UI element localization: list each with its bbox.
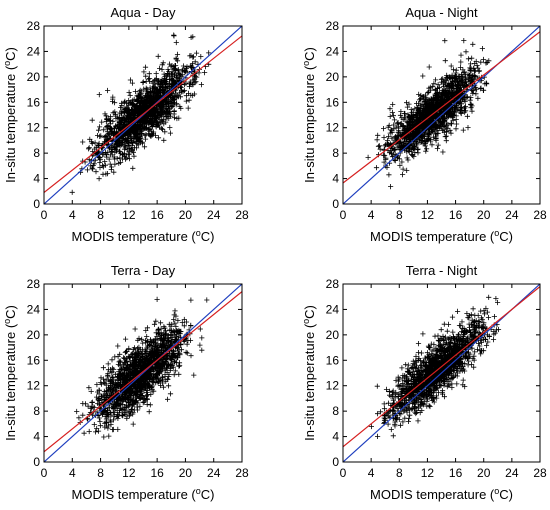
x-tick-label: 0 xyxy=(41,466,48,480)
scatter-points xyxy=(69,32,212,195)
scatter-points xyxy=(368,294,502,439)
y-tick-label: 20 xyxy=(326,70,340,84)
fit-line xyxy=(44,291,242,453)
y-tick-label: 28 xyxy=(27,19,41,33)
x-tick-label: 12 xyxy=(122,466,136,480)
panel-title: Aqua - Day xyxy=(110,5,176,20)
plot-frame xyxy=(43,25,243,205)
x-tick-label: 28 xyxy=(235,208,249,222)
fit-line xyxy=(44,35,242,194)
x-tick-label: 0 xyxy=(41,208,48,222)
x-tick-label: 8 xyxy=(97,466,104,480)
y-tick-label: 4 xyxy=(332,430,339,444)
x-tick-label: 16 xyxy=(449,466,463,480)
y-tick-label: 24 xyxy=(27,44,41,58)
y-axis-label: In-situ temperature (oC) xyxy=(2,305,18,441)
y-tick-label: 8 xyxy=(33,146,40,160)
x-tick-label: 4 xyxy=(69,466,76,480)
x-tick-label: 28 xyxy=(533,208,547,222)
x-axis-label: MODIS temperature (oC) xyxy=(72,486,215,502)
y-tick-label: 16 xyxy=(326,95,340,109)
y-tick-label: 20 xyxy=(326,328,340,342)
x-tick-label: 20 xyxy=(179,208,193,222)
x-axis-label: MODIS temperature (oC) xyxy=(370,228,513,244)
y-tick-label: 28 xyxy=(326,277,340,291)
panel-title: Aqua - Night xyxy=(405,5,478,20)
point-markers xyxy=(368,294,502,439)
y-tick-label: 24 xyxy=(27,302,41,316)
y-tick-label: 8 xyxy=(332,146,339,160)
point-markers xyxy=(74,296,210,440)
x-tick-label: 8 xyxy=(97,208,104,222)
x-tick-label: 12 xyxy=(421,466,435,480)
y-tick-label: 20 xyxy=(27,70,41,84)
y-tick-label: 8 xyxy=(332,404,339,418)
x-tick-label: 4 xyxy=(368,208,375,222)
x-tick-label: 0 xyxy=(340,466,347,480)
x-tick-label: 24 xyxy=(505,466,519,480)
fit-line xyxy=(343,286,540,448)
y-tick-label: 12 xyxy=(27,379,41,393)
y-tick-label: 0 xyxy=(332,455,339,469)
panel-title: Terra - Day xyxy=(111,263,176,278)
panel-1: 0 4 8 12 16 20 24 28 0 4 8 12 16 20 24 28 Aqua - Day MODI… xyxy=(2,5,249,244)
y-tick-label: 12 xyxy=(326,379,340,393)
y-tick-label: 12 xyxy=(326,121,340,135)
x-tick-label: 8 xyxy=(396,208,403,222)
y-tick-label: 4 xyxy=(332,172,339,186)
y-tick-label: 16 xyxy=(27,95,41,109)
identity-line xyxy=(44,284,242,462)
y-tick-label: 8 xyxy=(33,404,40,418)
plot-frame xyxy=(342,283,541,463)
x-axis-label: MODIS temperature (oC) xyxy=(370,486,513,502)
panel-4: 0 4 8 12 16 20 24 28 0 4 8 12 16 20 24 28 Terra - Night M… xyxy=(301,263,547,502)
y-axis-label: In-situ temperature (oC) xyxy=(301,47,317,183)
panel-2: 0 4 8 12 16 20 24 28 0 4 8 12 16 20 24 28 Aqua - Night MO… xyxy=(301,5,547,244)
point-markers xyxy=(69,32,212,195)
scatter-points xyxy=(74,296,210,440)
panel-title: Terra - Night xyxy=(406,263,478,278)
x-tick-label: 0 xyxy=(340,208,347,222)
x-tick-label: 8 xyxy=(396,466,403,480)
y-tick-label: 16 xyxy=(326,353,340,367)
x-tick-label: 28 xyxy=(235,466,249,480)
x-tick-label: 24 xyxy=(207,466,221,480)
identity-line xyxy=(343,26,540,204)
y-tick-label: 4 xyxy=(33,172,40,186)
y-tick-label: 0 xyxy=(332,197,339,211)
panel-3: 0 4 8 12 16 20 24 28 0 4 8 12 16 20 24 28 Terra - Day MOD… xyxy=(2,263,249,502)
x-tick-label: 20 xyxy=(179,466,193,480)
x-tick-label: 20 xyxy=(477,466,491,480)
x-tick-label: 24 xyxy=(207,208,221,222)
x-tick-label: 20 xyxy=(477,208,491,222)
x-tick-label: 4 xyxy=(69,208,76,222)
plot-frame xyxy=(43,283,243,463)
fit-line xyxy=(343,31,540,184)
x-tick-label: 24 xyxy=(505,208,519,222)
x-tick-label: 12 xyxy=(421,208,435,222)
y-tick-label: 20 xyxy=(27,328,41,342)
y-tick-label: 0 xyxy=(33,197,40,211)
x-tick-label: 28 xyxy=(533,466,547,480)
x-tick-label: 12 xyxy=(122,208,136,222)
y-axis-label: In-situ temperature (oC) xyxy=(2,47,18,183)
x-tick-label: 16 xyxy=(150,466,164,480)
y-tick-label: 24 xyxy=(326,302,340,316)
x-tick-label: 4 xyxy=(368,466,375,480)
y-tick-label: 0 xyxy=(33,455,40,469)
y-tick-label: 16 xyxy=(27,353,41,367)
y-tick-label: 28 xyxy=(326,19,340,33)
x-axis-label: MODIS temperature (oC) xyxy=(72,228,215,244)
y-tick-label: 28 xyxy=(27,277,41,291)
y-axis-label: In-situ temperature (oC) xyxy=(301,305,317,441)
y-tick-label: 12 xyxy=(27,121,41,135)
plot-frame xyxy=(342,25,541,205)
y-tick-label: 4 xyxy=(33,430,40,444)
x-tick-label: 16 xyxy=(150,208,164,222)
x-tick-label: 16 xyxy=(449,208,463,222)
y-tick-label: 24 xyxy=(326,44,340,58)
